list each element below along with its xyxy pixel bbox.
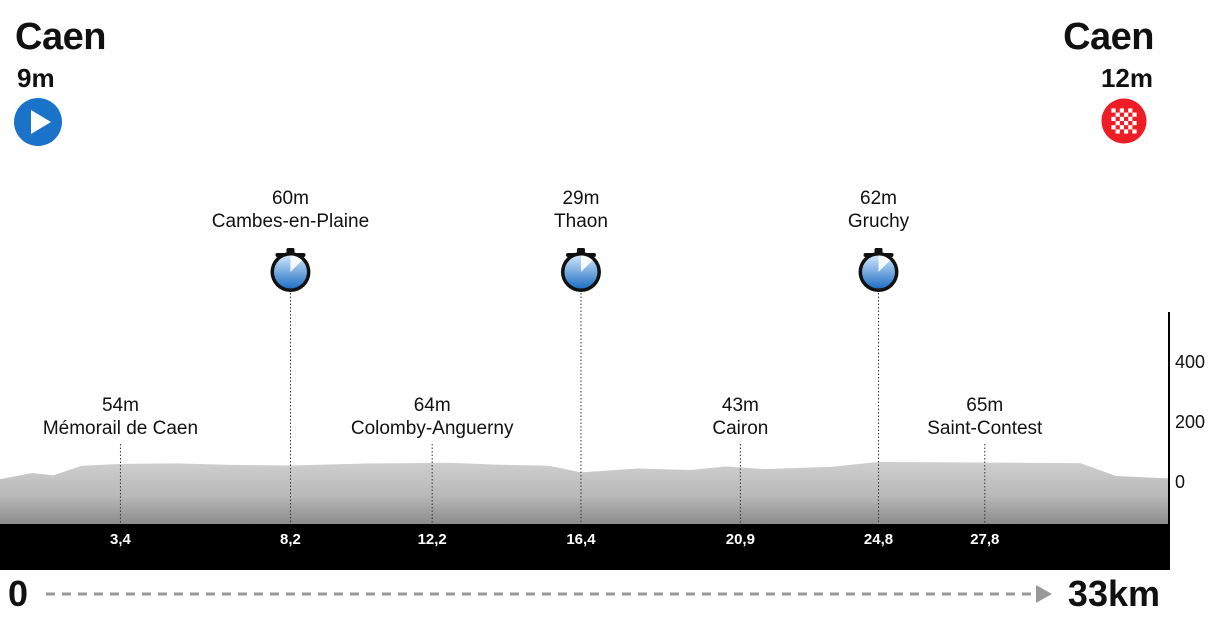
distance-end-label: 33km	[1067, 573, 1160, 614]
waypoint-altitude: 64m	[414, 395, 451, 416]
waypoint-name: Mémorail de Caen	[43, 418, 198, 439]
waypoint-name: Gruchy	[848, 211, 910, 232]
km-marker-label: 8,2	[280, 531, 301, 548]
waypoint-altitude: 60m	[272, 188, 309, 209]
km-marker-label: 20,9	[726, 531, 755, 548]
stopwatch-icon	[560, 248, 601, 292]
finish-city: Caen	[1063, 16, 1154, 58]
waypoint-altitude: 65m	[966, 395, 1003, 416]
start-altitude: 9m	[17, 63, 55, 93]
km-marker-label: 16,4	[566, 531, 596, 548]
waypoint-name: Thaon	[554, 211, 608, 232]
elevation-area	[0, 461, 1169, 524]
waypoint-altitude: 29m	[562, 188, 599, 209]
km-marker-label: 12,2	[418, 531, 447, 548]
waypoint-altitude: 62m	[860, 188, 897, 209]
finish-altitude: 12m	[1100, 63, 1153, 93]
start-city: Caen	[15, 16, 106, 58]
stopwatch-icon	[858, 248, 899, 292]
stopwatch-icon	[270, 248, 311, 292]
waypoint-name: Colomby-Anguerny	[351, 418, 514, 439]
waypoint-altitude: 54m	[102, 395, 139, 416]
waypoint-name: Cairon	[712, 418, 768, 439]
y-tick-label: 0	[1175, 472, 1185, 492]
checkered-flag-icon	[1101, 98, 1147, 144]
waypoint-name: Cambes-en-Plaine	[212, 211, 369, 232]
play-icon	[14, 98, 62, 146]
y-tick-label: 400	[1175, 352, 1205, 372]
km-marker-label: 27,8	[970, 531, 999, 548]
waypoint-altitude: 43m	[722, 395, 759, 416]
waypoint-name: Saint-Contest	[927, 418, 1043, 439]
distance-start-label: 0	[8, 573, 29, 614]
km-marker-label: 3,4	[110, 531, 132, 548]
y-tick-label: 200	[1175, 412, 1205, 432]
km-marker-label: 24,8	[864, 531, 893, 548]
distance-arrow	[46, 585, 1052, 603]
km-band	[0, 524, 1169, 570]
